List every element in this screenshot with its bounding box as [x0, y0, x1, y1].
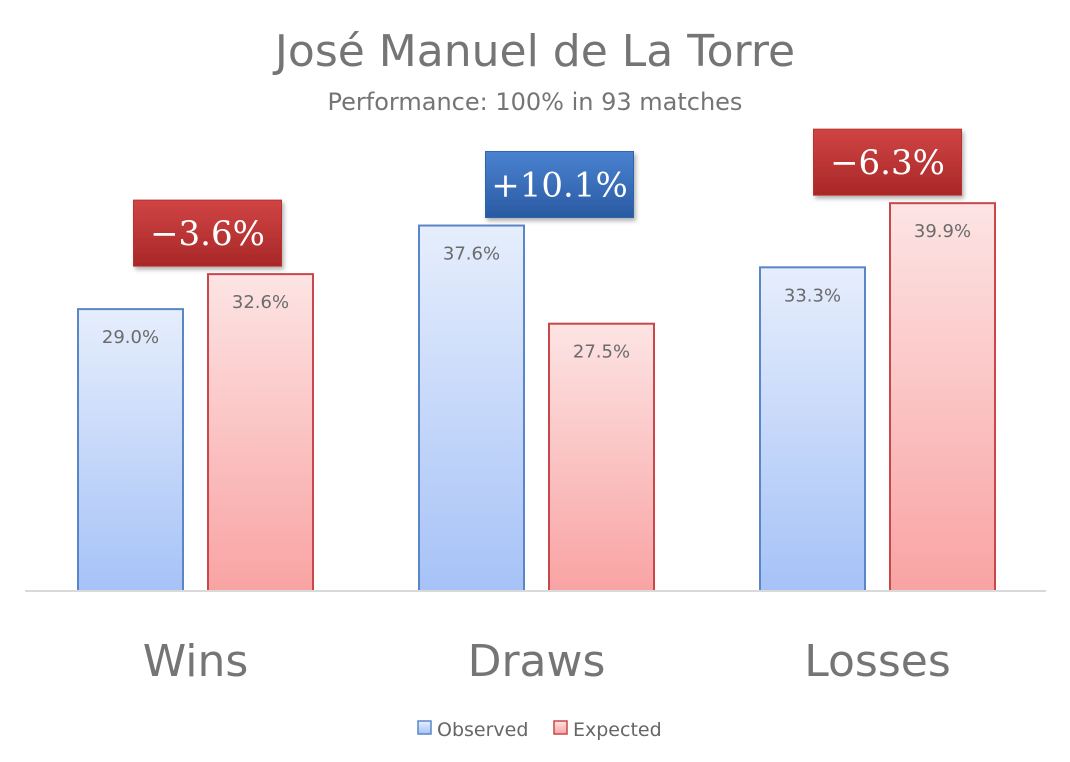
difference-box-losses — [813, 128, 962, 196]
legend: Observed Expected — [417, 719, 662, 741]
chart-title: José Manuel de La Torre — [272, 26, 795, 77]
difference-label-losses: −6.3% — [830, 143, 945, 183]
value-label-expected-draws: 27.5% — [573, 342, 630, 363]
difference-badge-losses: −6.3% — [813, 128, 962, 196]
bar-observed-losses — [759, 266, 866, 592]
legend-label-observed: Observed — [437, 719, 528, 741]
difference-label-draws: +10.1% — [491, 166, 628, 206]
difference-box-wins — [133, 199, 282, 267]
difference-badge-wins: −3.6% — [133, 199, 282, 267]
bar-expected-losses — [889, 202, 996, 592]
bars-group: 29.0% 32.6% 37.6% 27.5% 33.3% 39.9% — [77, 202, 996, 592]
legend-swatch-expected — [553, 720, 568, 735]
difference-box-draws — [485, 151, 634, 219]
legend-swatch-observed — [417, 720, 432, 735]
difference-badge-draws: +10.1% — [485, 151, 634, 219]
value-label-observed-wins: 29.0% — [102, 327, 159, 348]
value-label-observed-draws: 37.6% — [443, 244, 500, 265]
value-label-expected-wins: 32.6% — [232, 292, 289, 313]
chart-subtitle: Performance: 100% in 93 matches — [328, 88, 743, 116]
category-label-losses: Losses — [804, 636, 951, 687]
legend-label-expected: Expected — [573, 719, 662, 741]
category-label-draws: Draws — [468, 636, 606, 687]
value-label-observed-losses: 33.3% — [784, 285, 841, 306]
difference-label-wins: −3.6% — [150, 214, 265, 254]
category-labels: Wins Draws Losses — [143, 636, 951, 687]
bar-expected-draws — [548, 322, 655, 592]
bar-expected-wins — [207, 273, 314, 592]
bar-observed-draws — [418, 224, 525, 592]
bar-observed-wins — [77, 308, 184, 592]
difference-badges: −3.6% +10.1% −6.3% — [133, 128, 962, 267]
category-label-wins: Wins — [143, 636, 249, 687]
value-label-expected-losses: 39.9% — [914, 221, 971, 242]
